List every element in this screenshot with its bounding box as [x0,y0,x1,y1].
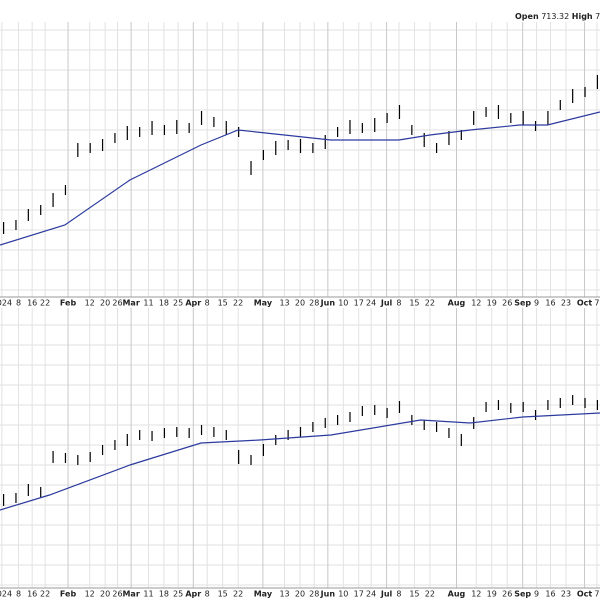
x-tick-label: May [254,590,273,599]
x-tick-label: Feb [60,590,77,599]
x-tick-label: 23 [561,299,571,308]
x-tick-label: 26 [502,299,512,308]
x-tick-label: 22 [425,590,435,599]
x-tick-label: 20 [100,590,110,599]
x-tick-label: 8 [16,299,21,308]
x-tick-label: 19 [487,590,497,599]
x-tick-label: 11 [143,299,153,308]
high-value: 72 [595,12,600,21]
x-tick-label: 13 [279,590,289,599]
header-quote: Open 713.32 High 72 [515,12,600,21]
x-tick-label: 18 [159,299,169,308]
open-label: Open [515,12,539,21]
x-tick-label: Aug [448,590,466,599]
x-tick-label: 12 [471,299,481,308]
x-tick-label: 16 [27,590,37,599]
x-tick-label: Jun [320,299,336,308]
x-tick-label: 15 [409,299,419,308]
x-tick-label: Jul [380,299,393,308]
x-tick-label: 22 [40,299,50,308]
x-tick-label: Oct [577,299,593,308]
x-tick-label: Jun [320,590,336,599]
x-tick-label: Mar [122,299,139,308]
x-tick-label: 2024 [0,299,12,308]
x-tick-label: 7 [594,299,599,308]
x-tick-label: 16 [545,299,555,308]
moving-average [0,412,600,511]
panel: 202481622Feb122026Mar111825Apr81522May13… [0,22,600,308]
x-tick-label: 24 [366,590,376,599]
x-tick-label: 8 [396,590,401,599]
x-tick-label: 9 [534,590,539,599]
x-tick-label: 25 [173,590,183,599]
x-tick-label: Apr [185,590,201,599]
x-tick-label: 22 [425,299,435,308]
x-tick-label: 7 [594,590,599,599]
x-tick-label: 8 [396,299,401,308]
x-tick-label: 12 [85,299,95,308]
x-tick-label: 23 [561,590,571,599]
x-tick-label: 15 [409,590,419,599]
x-tick-label: 24 [366,299,376,308]
x-tick-label: 8 [16,590,21,599]
x-tick-label: 28 [309,299,319,308]
x-tick-label: 12 [85,590,95,599]
x-tick-label: 9 [534,299,539,308]
x-tick-label: Jul [380,590,393,599]
x-tick-label: 11 [143,590,153,599]
x-tick-label: 13 [279,299,289,308]
x-tick-label: 16 [27,299,37,308]
x-tick-label: 8 [205,299,210,308]
x-tick-label: 20 [295,299,305,308]
x-tick-label: 28 [309,590,319,599]
x-tick-label: 26 [502,590,512,599]
x-tick-label: Apr [185,299,201,308]
x-tick-label: 18 [159,590,169,599]
x-tick-label: 19 [487,299,497,308]
x-tick-label: Aug [448,299,466,308]
x-tick-label: 17 [354,590,364,599]
x-tick-label: May [254,299,273,308]
x-tick-label: 22 [233,299,243,308]
x-tick-label: Sep [514,299,531,308]
x-tick-label: 12 [471,590,481,599]
x-tick-label: 25 [173,299,183,308]
panel: 202481622Feb122026Mar111825Apr81522May13… [0,308,600,599]
x-tick-label: 10 [338,590,348,599]
x-tick-label: 26 [112,590,122,599]
open-value: 713.32 [541,12,569,21]
x-tick-label: 22 [233,590,243,599]
x-tick-label: Sep [514,590,531,599]
x-tick-label: 17 [354,299,364,308]
x-tick-label: Feb [60,299,77,308]
x-tick-label: 22 [40,590,50,599]
x-tick-label: 10 [338,299,348,308]
x-tick-label: 2024 [0,590,12,599]
x-tick-label: 26 [112,299,122,308]
high-label: High [572,12,593,21]
x-tick-label: 20 [100,299,110,308]
x-tick-label: 15 [218,299,228,308]
x-tick-label: 20 [295,590,305,599]
x-tick-label: Mar [122,590,139,599]
x-tick-label: 15 [218,590,228,599]
x-tick-label: 16 [545,590,555,599]
x-tick-label: 8 [205,590,210,599]
x-tick-label: Oct [577,590,593,599]
moving-average [0,111,600,246]
